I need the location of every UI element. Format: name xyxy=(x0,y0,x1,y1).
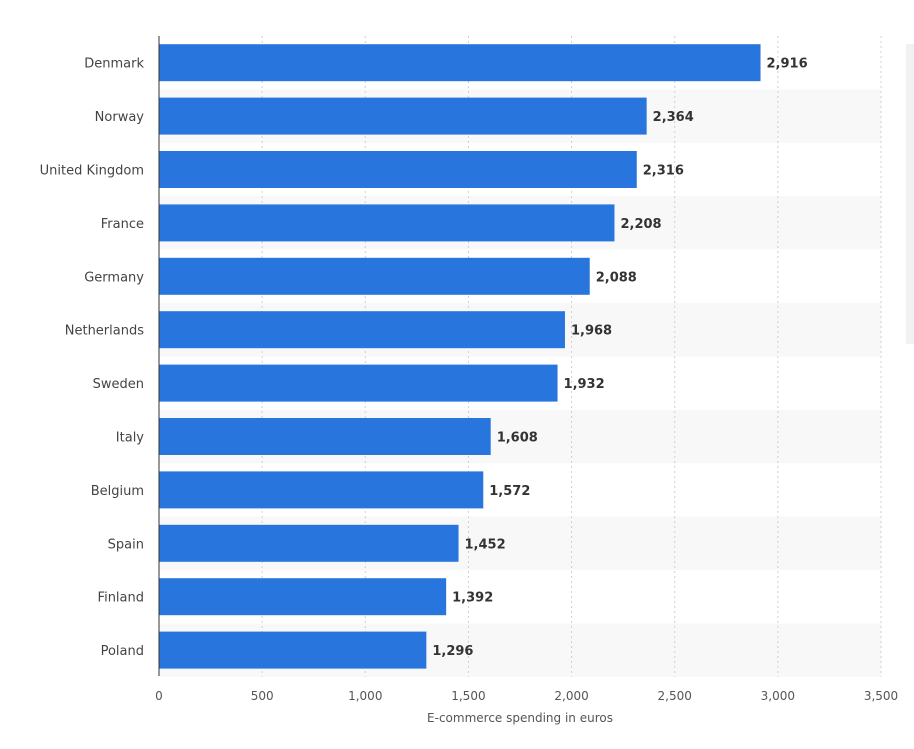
x-tick-label: 2,000 xyxy=(554,689,588,703)
data-label: 2,364 xyxy=(653,110,694,125)
category-label: Norway xyxy=(95,110,145,125)
gridlines xyxy=(261,36,882,677)
x-tick-label: 3,500 xyxy=(864,689,898,703)
bar-norway[interactable] xyxy=(159,97,647,135)
category-label: Netherlands xyxy=(65,324,144,339)
bars xyxy=(159,44,761,669)
bar-italy[interactable] xyxy=(159,418,491,455)
category-label: Belgium xyxy=(91,484,144,499)
bar-denmark[interactable] xyxy=(159,44,761,82)
category-label: France xyxy=(101,217,144,232)
bar-netherlands[interactable] xyxy=(159,311,565,349)
bar-finland[interactable] xyxy=(159,578,447,616)
data-label: 1,392 xyxy=(452,591,493,606)
category-labels: Denmark Norway United Kingdom France Germany… xyxy=(40,57,145,659)
category-label: Sweden xyxy=(93,377,144,392)
data-label: 1,572 xyxy=(489,484,530,499)
x-tick-labels: 0 500 1,000 1,500 2,000 2,500 3,000 3,500 xyxy=(155,689,898,703)
x-tick-label: 1,500 xyxy=(451,689,485,703)
data-labels: 2,916 2,364 2,316 2,208 2,088 1,968 1,932 1,608… xyxy=(432,57,807,659)
data-label: 2,916 xyxy=(767,57,808,72)
x-tick-label: 0 xyxy=(155,689,163,703)
scrollbar-track[interactable] xyxy=(906,44,914,344)
x-tick-label: 2,500 xyxy=(658,689,692,703)
bar-germany[interactable] xyxy=(159,257,590,295)
bar-sweden[interactable] xyxy=(159,364,558,402)
category-label: Spain xyxy=(108,537,144,552)
x-tick-label: 1,000 xyxy=(348,689,382,703)
data-label: 1,452 xyxy=(465,537,506,552)
data-label: 2,208 xyxy=(620,217,661,232)
bar-belgium[interactable] xyxy=(159,471,484,509)
bar-poland[interactable] xyxy=(159,631,427,669)
category-label: Denmark xyxy=(84,57,144,72)
bar-spain[interactable] xyxy=(159,524,459,562)
x-tick-label: 500 xyxy=(251,689,274,703)
bar-united-kingdom[interactable] xyxy=(159,151,637,188)
data-label: 1,932 xyxy=(564,377,605,392)
category-label: Italy xyxy=(116,431,145,446)
category-label: Germany xyxy=(84,270,144,285)
data-label: 1,608 xyxy=(497,431,538,446)
bar-france[interactable] xyxy=(159,204,615,242)
data-label: 2,316 xyxy=(643,164,684,179)
category-label: Finland xyxy=(98,591,144,606)
category-label: United Kingdom xyxy=(40,164,144,179)
data-label: 2,088 xyxy=(596,270,637,285)
x-axis-title: E-commerce spending in euros xyxy=(427,711,613,725)
category-label: Poland xyxy=(101,644,144,659)
x-tick-label: 3,000 xyxy=(761,689,795,703)
data-label: 1,968 xyxy=(571,324,612,339)
data-label: 1,296 xyxy=(432,644,473,659)
